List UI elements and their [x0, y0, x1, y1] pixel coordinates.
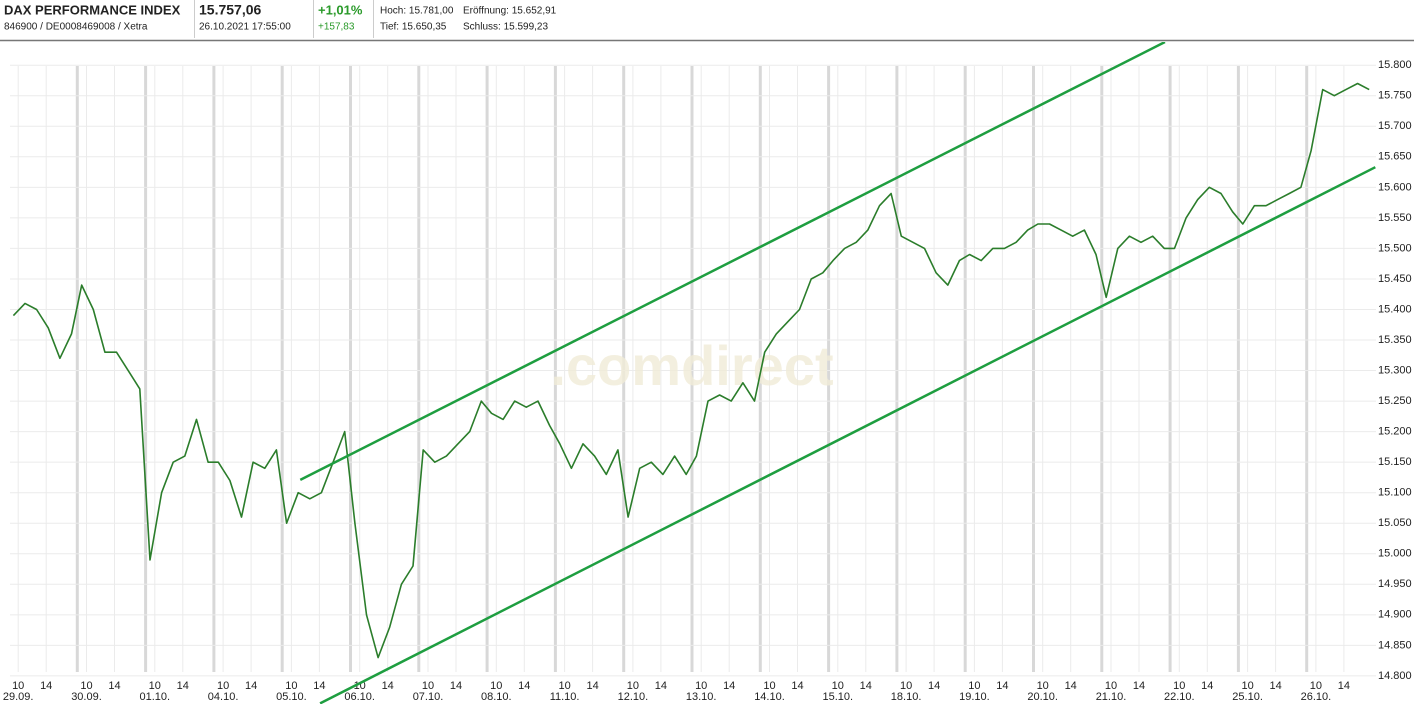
- x-hour-label: 14: [108, 680, 120, 692]
- high: Hoch: 15.781,00: [380, 6, 454, 17]
- open: Eröffnung: 15.652,91: [463, 6, 557, 17]
- price: 15.757,06: [199, 2, 261, 18]
- x-hour-label: 10: [490, 680, 502, 692]
- x-hour-label: 14: [1338, 680, 1350, 692]
- x-hour-label: 10: [217, 680, 229, 692]
- x-hour-label: 14: [313, 680, 325, 692]
- change-abs: +157,83: [318, 22, 355, 33]
- x-hour-label: 14: [655, 680, 667, 692]
- x-date-label: 22.10.: [1164, 691, 1195, 703]
- x-hour-label: 14: [1065, 680, 1077, 692]
- x-hour-label: 14: [791, 680, 803, 692]
- x-date-label: 26.10.: [1301, 691, 1332, 703]
- y-tick-label: 15.450: [1378, 273, 1412, 285]
- x-hour-label: 10: [1310, 680, 1322, 692]
- price-line: [12, 82, 1370, 659]
- y-tick-label: 15.650: [1378, 151, 1412, 163]
- x-hour-label: 14: [40, 680, 52, 692]
- x-hour-label: 10: [968, 680, 980, 692]
- x-date-label: 15.10.: [822, 691, 853, 703]
- x-hour-label: 14: [1201, 680, 1213, 692]
- change-pct: +1,01%: [318, 2, 363, 17]
- x-hour-label: 10: [695, 680, 707, 692]
- x-hour-label: 10: [80, 680, 92, 692]
- header-bar: [0, 0, 1414, 40]
- x-date-label: 04.10.: [208, 691, 239, 703]
- x-date-label: 05.10.: [276, 691, 307, 703]
- x-date-label: 14.10.: [754, 691, 785, 703]
- x-date-label: 18.10.: [891, 691, 922, 703]
- x-hour-label: 14: [996, 680, 1008, 692]
- y-tick-label: 15.750: [1378, 90, 1412, 102]
- x-hour-label: 14: [518, 680, 530, 692]
- x-hour-label: 10: [1241, 680, 1253, 692]
- x-date-label: 01.10.: [139, 691, 170, 703]
- x-hour-label: 10: [1037, 680, 1049, 692]
- x-hour-label: 14: [860, 680, 872, 692]
- y-tick-label: 15.400: [1378, 303, 1412, 315]
- x-hour-label: 10: [149, 680, 161, 692]
- x-hour-label: 10: [285, 680, 297, 692]
- x-date-label: 07.10.: [413, 691, 444, 703]
- x-hour-label: 14: [382, 680, 394, 692]
- y-tick-label: 14.950: [1378, 578, 1412, 590]
- x-hour-label: 14: [177, 680, 189, 692]
- x-date-label: 13.10.: [686, 691, 717, 703]
- close: Schluss: 15.599,23: [463, 22, 548, 33]
- y-tick-label: 15.200: [1378, 426, 1412, 438]
- x-hour-label: 14: [928, 680, 940, 692]
- y-tick-label: 15.150: [1378, 456, 1412, 468]
- x-date-label: 19.10.: [959, 691, 990, 703]
- index-name: DAX PERFORMANCE INDEX: [4, 2, 181, 17]
- x-date-label: 11.10.: [550, 691, 580, 703]
- y-tick-label: 15.250: [1378, 395, 1412, 407]
- x-date-label: 21.10.: [1096, 691, 1127, 703]
- x-hour-label: 14: [1133, 680, 1145, 692]
- x-hour-label: 10: [1105, 680, 1117, 692]
- x-hour-label: 10: [558, 680, 570, 692]
- x-hour-label: 10: [1173, 680, 1185, 692]
- y-tick-label: 15.000: [1378, 548, 1412, 560]
- x-hour-label: 14: [586, 680, 598, 692]
- trendline: [299, 42, 1166, 481]
- x-date-label: 12.10.: [618, 691, 649, 703]
- y-tick-label: 14.900: [1378, 609, 1412, 621]
- y-tick-label: 15.500: [1378, 242, 1412, 254]
- datetime: 26.10.2021 17:55:00: [199, 22, 291, 33]
- x-hour-label: 14: [723, 680, 735, 692]
- x-hour-label: 10: [900, 680, 912, 692]
- x-date-label: 06.10.: [344, 691, 375, 703]
- y-tick-label: 15.050: [1378, 517, 1412, 529]
- y-tick-label: 15.300: [1378, 364, 1412, 376]
- x-hour-label: 10: [763, 680, 775, 692]
- y-tick-label: 14.800: [1378, 670, 1412, 682]
- y-tick-label: 15.800: [1378, 59, 1412, 71]
- index-ids: 846900 / DE0008469008 / Xetra: [4, 22, 148, 33]
- x-date-label: 20.10.: [1027, 691, 1058, 703]
- x-date-label: 29.09.: [3, 691, 34, 703]
- x-date-label: 30.09.: [71, 691, 102, 703]
- watermark: .comdirect: [550, 334, 833, 397]
- y-tick-label: 15.600: [1378, 181, 1412, 193]
- x-hour-label: 10: [422, 680, 434, 692]
- plot-area: 10 14 10 14 10 14 10 14 10 14 10 14 10 14 10 14 10 14 10 14…: [3, 42, 1412, 704]
- x-hour-label: 14: [450, 680, 462, 692]
- y-tick-label: 14.850: [1378, 639, 1412, 651]
- x-date-label: 25.10.: [1232, 691, 1263, 703]
- x-hour-label: 10: [12, 680, 24, 692]
- y-tick-label: 15.100: [1378, 487, 1412, 499]
- x-hour-label: 14: [1269, 680, 1281, 692]
- low: Tief: 15.650,35: [380, 22, 447, 33]
- trendline: [319, 166, 1376, 704]
- x-hour-label: 10: [627, 680, 639, 692]
- x-date-label: 08.10.: [481, 691, 512, 703]
- y-tick-label: 15.350: [1378, 334, 1412, 346]
- y-tick-label: 15.550: [1378, 212, 1412, 224]
- y-tick-label: 15.700: [1378, 120, 1412, 132]
- x-hour-label: 10: [832, 680, 844, 692]
- x-hour-label: 14: [245, 680, 257, 692]
